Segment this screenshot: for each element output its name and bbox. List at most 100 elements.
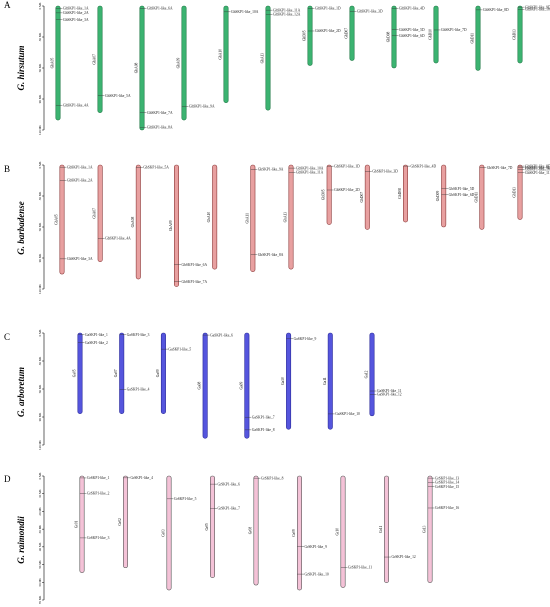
chromosome-gr10: Gr10 GrSKP1-like_11 xyxy=(336,475,372,588)
chromosome-ga11: Ga11 GaSKP1-like_10 xyxy=(323,332,360,430)
scale-tick-label: 90 Mb xyxy=(38,412,42,421)
gene-label: GrSKP1-like_7 xyxy=(218,507,241,511)
chromosome-bar xyxy=(97,164,103,263)
gene-label: GhSKP1-like_1D xyxy=(315,7,341,11)
chromosome-bar xyxy=(364,164,370,230)
chromosome-ga08: Ga08 GaSKP1-like_6 xyxy=(198,332,233,439)
gene-label: GrSKP1-like_12 xyxy=(392,555,416,559)
chromosome-bar xyxy=(174,164,180,287)
chromosome-gr09: Gr09 GrSKP1-like_9 GrSKP1-like_10 xyxy=(292,475,329,591)
gene-label: GhSKP1-like_4A xyxy=(63,103,89,107)
chromosome-ghd08: GhD08 GhSKP1-like_4D GhSKP1-like_5D GhSKP1-… xyxy=(387,5,425,69)
gene-label: GaSKP1-like_6 xyxy=(210,333,233,337)
chromosome-name: GbA13 xyxy=(284,212,288,223)
chromosome-name: GhA10 xyxy=(219,49,223,60)
gene-label: GhSKP1-like_5D xyxy=(399,28,425,32)
chromosome-name: GbD05 xyxy=(322,189,326,200)
chromosome-bar xyxy=(210,475,216,578)
chromosome-bar xyxy=(427,475,433,583)
chromosome-name: Gr08 xyxy=(249,527,253,535)
chromosome-name: Gr03 xyxy=(162,529,166,537)
gene-label: GbSKP1-like_11A xyxy=(296,170,324,174)
scale-tick-label: 0 Mb xyxy=(38,472,42,479)
gene-label: GbSKP1-like_7A xyxy=(182,280,208,284)
gene-label: GrSKP1-like_13 xyxy=(435,476,459,480)
gene-label: GhSKP1-like_2D xyxy=(315,29,341,33)
gene-label: GbSKP1-like_9A xyxy=(258,167,284,171)
chromosome-ghd10: GhD10 GhSKP1-like_7D xyxy=(429,5,467,64)
chromosome-bar xyxy=(250,164,256,272)
chromosome-name: GhD07 xyxy=(345,28,349,39)
scale-tick-label: 120 Mb xyxy=(38,125,42,135)
chromosome-ga09: Ga09 GaSKP1-like_7 GaSKP1-like_8 xyxy=(239,332,275,439)
chromosome-ga10: Ga10 GaSKP1-like_9 xyxy=(281,332,317,430)
gene-label: GbSKP1-like_7D xyxy=(487,166,513,170)
scale-tick-label: 30 Mb xyxy=(38,356,42,365)
chromosome-bar xyxy=(97,5,103,113)
gene-label: GhSKP1-like_1A xyxy=(63,6,89,10)
chromosome-gr13: Gr13 GrSKP1-like_13GrSKP1-like_14GrSKP1-l… xyxy=(423,475,459,583)
chromosome-name: GhD10 xyxy=(429,29,433,40)
scale-tick-label: 90 Mb xyxy=(38,253,42,262)
chromosome-name: GbA11 xyxy=(245,213,249,224)
chromosome-ga05: Ga05 GaSKP1-like_1 GaSKP1-like_2 xyxy=(73,332,108,414)
chromosome-name: GhA07 xyxy=(93,54,97,65)
chromosome-name: GhD11 xyxy=(471,33,475,44)
chromosome-gr11: Gr11 GrSKP1-like_12 xyxy=(379,475,416,583)
scale-tick-label: 30 Mb xyxy=(38,191,42,200)
scale-axis: 0 Mb 10 Mb 20 Mb 30 Mb 40 Mb 50 Mb 60 Mb 70 Mb xyxy=(38,472,45,604)
chromosome-bar xyxy=(288,164,294,270)
scale-tick-label: 40 Mb xyxy=(38,542,42,551)
chromosome-bar xyxy=(517,164,523,220)
chromosome-name: GbD08 xyxy=(398,188,402,199)
chromosome-name: Ga05 xyxy=(73,369,77,377)
scale-tick-label: 90 Mb xyxy=(38,94,42,103)
chromosome-bar xyxy=(402,164,408,223)
scale-tick-label: 70 Mb xyxy=(38,595,42,604)
scale-tick-label: 10 Mb xyxy=(38,489,42,498)
gene-label: GbSKP1-like_2A xyxy=(67,178,93,182)
gene-label: GbSKP1-like_8D xyxy=(525,164,550,168)
gene-label: GrSKP1-like_14 xyxy=(435,481,459,485)
scale-tick-label: 60 Mb xyxy=(38,578,42,587)
chromosome-bar xyxy=(479,164,485,230)
gene-label: GhSKP1-like_9A xyxy=(189,105,215,109)
chromosome-gbd13: GbD13 GbSKP1-like_8DGbSKP1-like_9DGbSKP1-… xyxy=(513,164,550,220)
chromosome-gbd05: GbD05 GbSKP1-like_1D GbSKP1-like_2D xyxy=(322,164,360,225)
chromosome-bar xyxy=(340,475,346,588)
species-label: G. raimondii xyxy=(16,516,26,564)
chromosome-bar xyxy=(223,5,229,104)
chromosome-name: Ga10 xyxy=(281,377,285,385)
panel-b: B G. barbadense 0 Mb 30 Mb 60 Mb 90 Mb 120 Mb G… xyxy=(4,161,550,294)
chromosome-name: GhA13 xyxy=(261,53,265,64)
gene-label: GhSKP1-like_3D xyxy=(357,10,383,14)
chromosome-name: Ga07 xyxy=(114,369,118,377)
chromosome-gba09: GbA09 GbSKP1-like_6A GbSKP1-like_7A xyxy=(169,164,208,287)
gene-label: GbSKP1-like_4D xyxy=(411,164,437,168)
gene-label: GaSKP1-like_10 xyxy=(335,412,360,416)
chromosome-name: Ga09 xyxy=(239,382,243,390)
chromosome-gbd09: GbD09 GbSKP1-like_5D GbSKP1-like_6D xyxy=(436,164,475,228)
chromosome-bar xyxy=(327,332,333,430)
chromosome-bar xyxy=(433,5,439,64)
chromosome-ga09: Ga09 GaSKP1-like_5 xyxy=(156,332,191,414)
chromosome-name: Gr13 xyxy=(423,525,427,533)
chromosome-name: Gr11 xyxy=(379,525,383,532)
gene-label: GaSKP1-like_3 xyxy=(127,333,150,337)
chromosome-name: Gr02 xyxy=(118,518,122,526)
gene-label: GbSKP1-like_8A xyxy=(258,253,284,257)
chromosome-bar xyxy=(369,332,375,417)
species-label: G. hirsutum xyxy=(16,45,26,90)
chromosome-name: GbA07 xyxy=(93,208,97,219)
chromosome-name: Ga12 xyxy=(365,370,369,378)
gene-label: GrSKP1-like_15 xyxy=(435,485,459,489)
chromosome-bar xyxy=(77,332,83,414)
gene-label: GbSKP1-like_11D xyxy=(525,171,550,175)
chromosome-bar xyxy=(212,164,218,270)
gene-label: GhSKP1-like_8A xyxy=(147,126,173,130)
chromosome-name: Ga09 xyxy=(156,369,160,377)
chromosome-name: GbD09 xyxy=(436,191,440,202)
chromosome-bar xyxy=(326,164,332,225)
